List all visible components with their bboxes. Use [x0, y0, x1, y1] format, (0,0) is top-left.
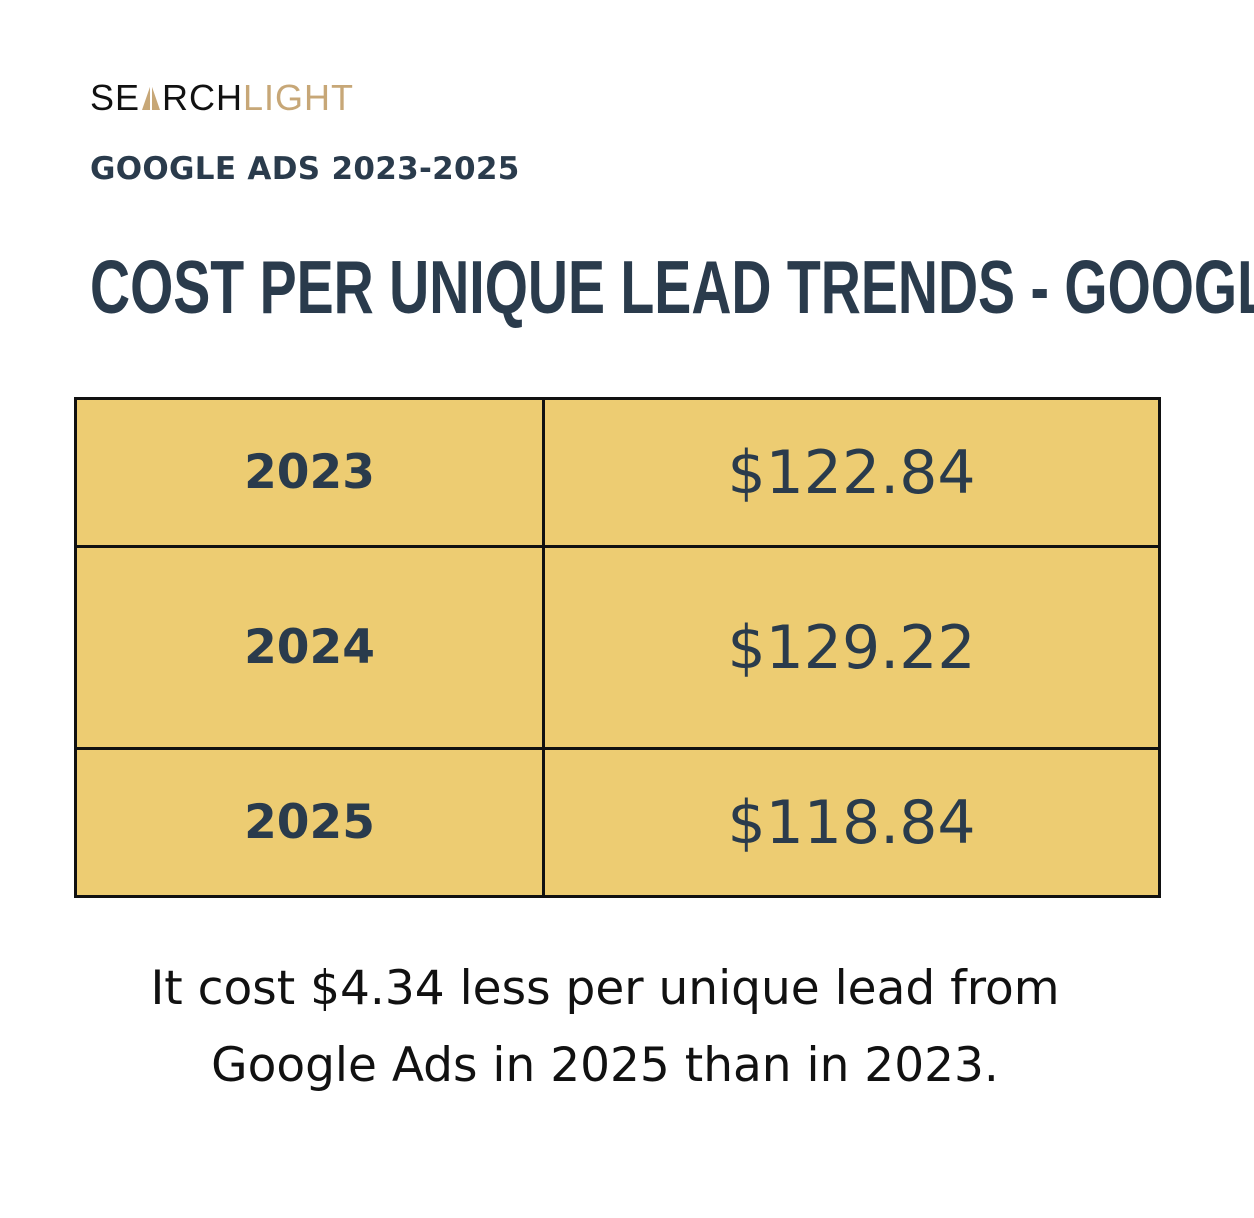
cost-per-lead-table: 2023 $122.84 2024 $129.22 2025 $118.84	[74, 397, 1161, 898]
table-row: 2025 $118.84	[74, 747, 1161, 898]
table-row: 2023 $122.84	[74, 397, 1161, 548]
cost-cell: $118.84	[542, 747, 1161, 898]
year-cell: 2024	[74, 545, 545, 750]
cost-cell: $129.22	[542, 545, 1161, 750]
year-cell: 2025	[74, 747, 545, 898]
light-beam-icon	[142, 84, 161, 110]
cost-cell: $122.84	[542, 397, 1161, 548]
page-title: COST PER UNIQUE LEAD TRENDS - GOOGLE	[90, 245, 1254, 329]
summary-line-1: It cost $4.34 less per unique lead from	[150, 961, 1060, 1016]
searchlight-logo: SE RCHLIGHT	[90, 78, 354, 118]
summary-line-2: Google Ads in 2025 than in 2023.	[211, 1038, 999, 1093]
summary-text: It cost $4.34 less per unique lead from …	[40, 950, 1170, 1104]
table-row: 2024 $129.22	[74, 545, 1161, 750]
year-cell: 2023	[74, 397, 545, 548]
subtitle: GOOGLE ADS 2023-2025	[90, 151, 520, 187]
logo-text-se: SE	[90, 77, 141, 118]
logo-text-light: LIGHT	[243, 77, 355, 118]
logo-text-rch: RCH	[162, 77, 244, 118]
